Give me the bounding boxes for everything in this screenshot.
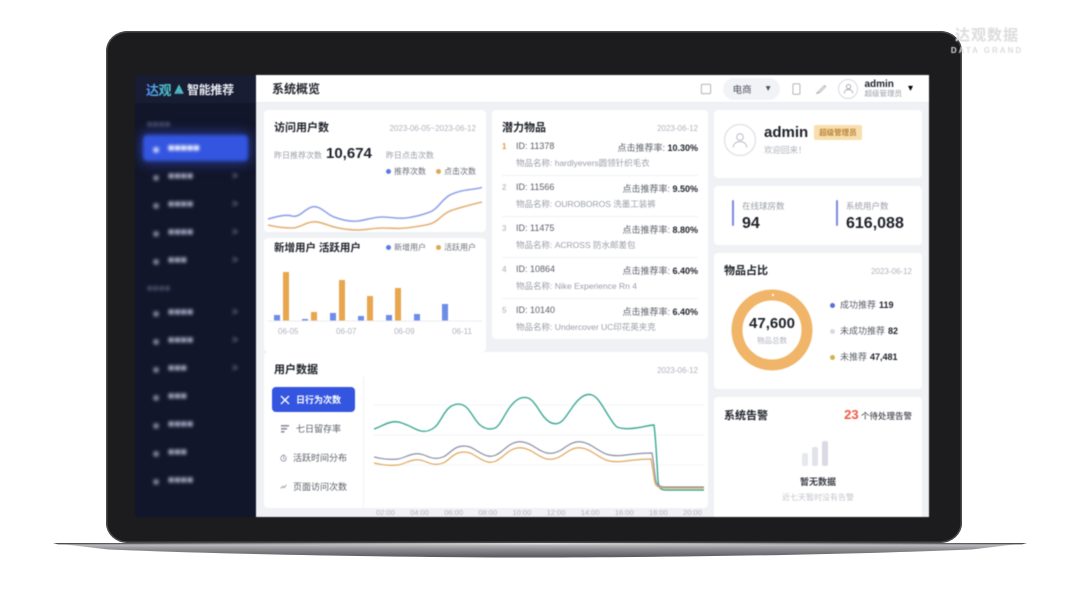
svg-text:物品总数: 物品总数 (757, 335, 787, 345)
svg-text:47,600: 47,600 (749, 315, 795, 332)
